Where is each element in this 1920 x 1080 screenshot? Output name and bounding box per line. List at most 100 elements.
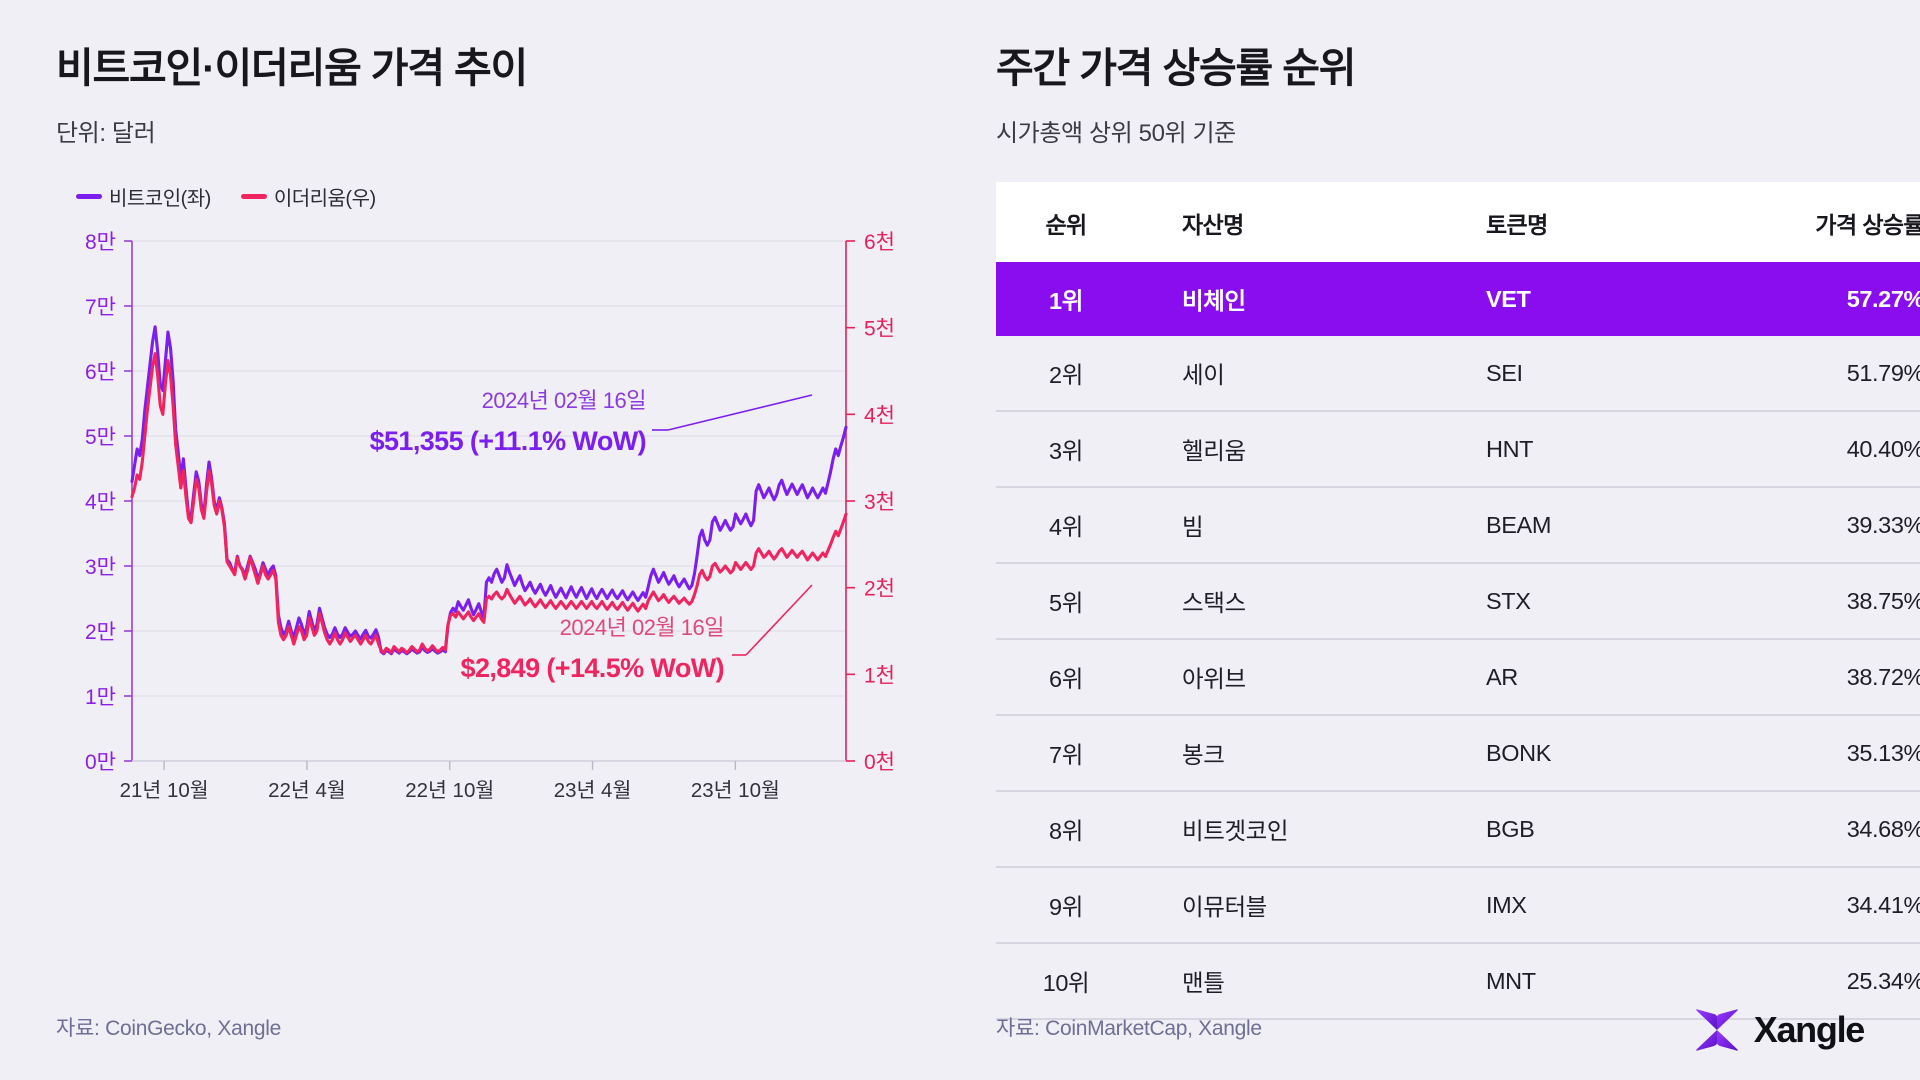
ranking-table-head: 순위 자산명 토큰명 가격 상승률 [996,182,1920,263]
chart-subtitle: 단위: 달러 [56,120,156,148]
cell-rank: 8위 [996,791,1136,869]
legend-label-bitcoin: 비트코인(좌) [109,188,211,211]
x-axis-tick-label: 23년 10월 [691,779,780,802]
chart-svg: 0만 1만 2만 3만 4만 5만 6만 7만 8만 0천 1천 2천 3천 4천 5천 6천 2024년 0… [85,231,895,802]
annotation-date-bitcoin: 2024년 02월 16일 [482,388,646,413]
chart-x-axis-labels: 21년 10월 22년 4월 22년 10월 23년 4월 23년 10월 [120,761,780,802]
ranking-source: 자료: CoinMarketCap, Xangle [996,1017,1262,1040]
chart-series [130,325,848,656]
y-axis-right-tick: 1천 [864,664,895,687]
y-axis-left-tick: 7만 [85,296,116,319]
table-row[interactable]: 6위 아위브 AR 38.72% [996,639,1920,717]
chart-axes: 0만 1만 2만 3만 4만 5만 6만 7만 8만 0천 1천 2천 3천 4천 5천 6천 [85,231,895,774]
cell-asset: 아위브 [1136,639,1472,717]
logo-wordmark: Xangle [1753,1009,1866,1050]
xangle-logo: Xangle [1693,1008,1866,1052]
y-axis-right-tick: 2천 [864,578,895,601]
cell-asset: 헬리움 [1136,411,1472,489]
cell-change: 34.68% [1716,791,1920,869]
table-header-row: 순위 자산명 토큰명 가격 상승률 [996,182,1920,263]
cell-change: 38.75% [1716,563,1920,641]
ranking-panel: 주간 가격 상승률 순위 시가총액 상위 50위 기준 순위 자산명 토큰명 가… [960,0,1920,1080]
y-axis-left-tick: 2만 [85,621,116,644]
chart-annotations: 2024년 02월 16일 $51,355 (+11.1% WoW) 2024년 0… [370,388,813,683]
table-row[interactable]: 8위 비트겟코인 BGB 34.68% [996,791,1920,869]
chart-source: 자료: CoinGecko, Xangle [56,1017,281,1040]
y-axis-left-tick: 3만 [85,556,116,579]
ranking-subtitle: 시가총액 상위 50위 기준 [996,120,1236,148]
cell-change: 34.41% [1716,867,1920,945]
cell-rank: 6위 [996,639,1136,717]
cell-token: BONK [1472,715,1716,793]
cell-rank: 2위 [996,336,1136,413]
cell-token: AR [1472,639,1716,717]
column-header-change: 가격 상승률 [1716,182,1920,263]
table-row[interactable]: 7위 봉크 BONK 35.13% [996,715,1920,793]
y-axis-left-tick: 5만 [85,426,116,449]
cell-asset: 비트겟코인 [1136,791,1472,869]
table-row[interactable]: 10위 맨틀 MNT 25.34% [996,943,1920,1021]
y-axis-right-tick: 6천 [864,231,895,254]
annotation-value-bitcoin: $51,355 (+11.1% WoW) [370,426,646,456]
column-header-asset: 자산명 [1136,182,1472,263]
legend-swatch-bitcoin [76,194,102,200]
y-axis-right-tick: 4천 [864,404,895,427]
table-row[interactable]: 4위 빔 BEAM 39.33% [996,487,1920,565]
x-axis-tick-label: 21년 10월 [120,779,209,802]
legend-item-ethereum[interactable]: 이더리움(우) [240,182,376,211]
table-row[interactable]: 2위 세이 SEI 51.79% [996,336,1920,413]
cell-change: 40.40% [1716,411,1920,489]
table-row[interactable]: 1위 비체인 VET 57.27% [996,262,1920,337]
chart-legend: 비트코인(좌) 이더리움(우) [76,182,960,211]
y-axis-left-tick: 0만 [85,751,116,774]
cell-asset: 세이 [1136,336,1472,413]
legend-swatch-ethereum [240,194,267,200]
cell-rank: 10위 [996,943,1136,1021]
ranking-title: 주간 가격 상승률 순위 [996,45,1356,91]
cell-token: IMX [1472,867,1716,945]
table-row[interactable]: 3위 헬리움 HNT 40.40% [996,411,1920,489]
cell-asset: 비체인 [1136,262,1472,337]
series-line-bitcoin [130,325,848,656]
table-row[interactable]: 9위 이뮤터블 IMX 34.41% [996,867,1920,945]
cell-token: BEAM [1472,487,1716,565]
ranking-table-body: 1위 비체인 VET 57.27% 2위 세이 SEI 51.79% 3위 헬리움 HNT 40.40… [996,262,1920,1021]
cell-token: VET [1472,262,1716,337]
y-axis-right-tick: 0천 [864,751,895,774]
chart-panel: 비트코인·이더리움 가격 추이 단위: 달러 비트코인(좌) 이더리움(우) 0… [56,45,960,1040]
legend-label-ethereum: 이더리움(우) [273,188,376,211]
y-axis-left-tick: 4만 [85,491,116,514]
cell-token: MNT [1472,943,1716,1021]
chart-gridlines [132,240,846,762]
y-axis-right-tick: 5천 [864,318,895,341]
table-row[interactable]: 5위 스택스 STX 38.75% [996,563,1920,641]
column-header-rank: 순위 [996,182,1136,263]
legend-item-bitcoin[interactable]: 비트코인(좌) [76,182,211,211]
cell-rank: 9위 [996,867,1136,945]
cell-rank: 4위 [996,487,1136,565]
annotation-date-ethereum: 2024년 02월 16일 [560,615,724,640]
cell-change: 57.27% [1716,262,1920,337]
price-line-chart: 0만 1만 2만 3만 4만 5만 6만 7만 8만 0천 1천 2천 3천 4천 5천 6천 2024년 0… [56,223,936,863]
cell-change: 51.79% [1716,336,1920,413]
cell-change: 35.13% [1716,715,1920,793]
annotation-value-ethereum: $2,849 (+14.5% WoW) [461,653,724,683]
x-axis-tick-label: 23년 4월 [554,779,632,802]
x-axis-tick-label: 22년 4월 [268,779,346,802]
cell-asset: 스택스 [1136,563,1472,641]
y-axis-left-tick: 8만 [85,231,116,254]
column-header-token: 토큰명 [1472,182,1716,263]
cell-token: BGB [1472,791,1716,869]
cell-change: 25.34% [1716,943,1920,1021]
chart-title: 비트코인·이더리움 가격 추이 [56,45,528,91]
cell-rank: 5위 [996,563,1136,641]
pinwheel-icon [1695,1009,1738,1051]
y-axis-left-tick: 1만 [85,686,116,709]
ranking-table: 순위 자산명 토큰명 가격 상승률 1위 비체인 VET 57.27% 2위 세이 SEI 5… [996,182,1920,1021]
series-line-ethereum [130,352,848,655]
cell-rank: 3위 [996,411,1136,489]
cell-token: STX [1472,563,1716,641]
cell-change: 39.33% [1716,487,1920,565]
cell-rank: 7위 [996,715,1136,793]
